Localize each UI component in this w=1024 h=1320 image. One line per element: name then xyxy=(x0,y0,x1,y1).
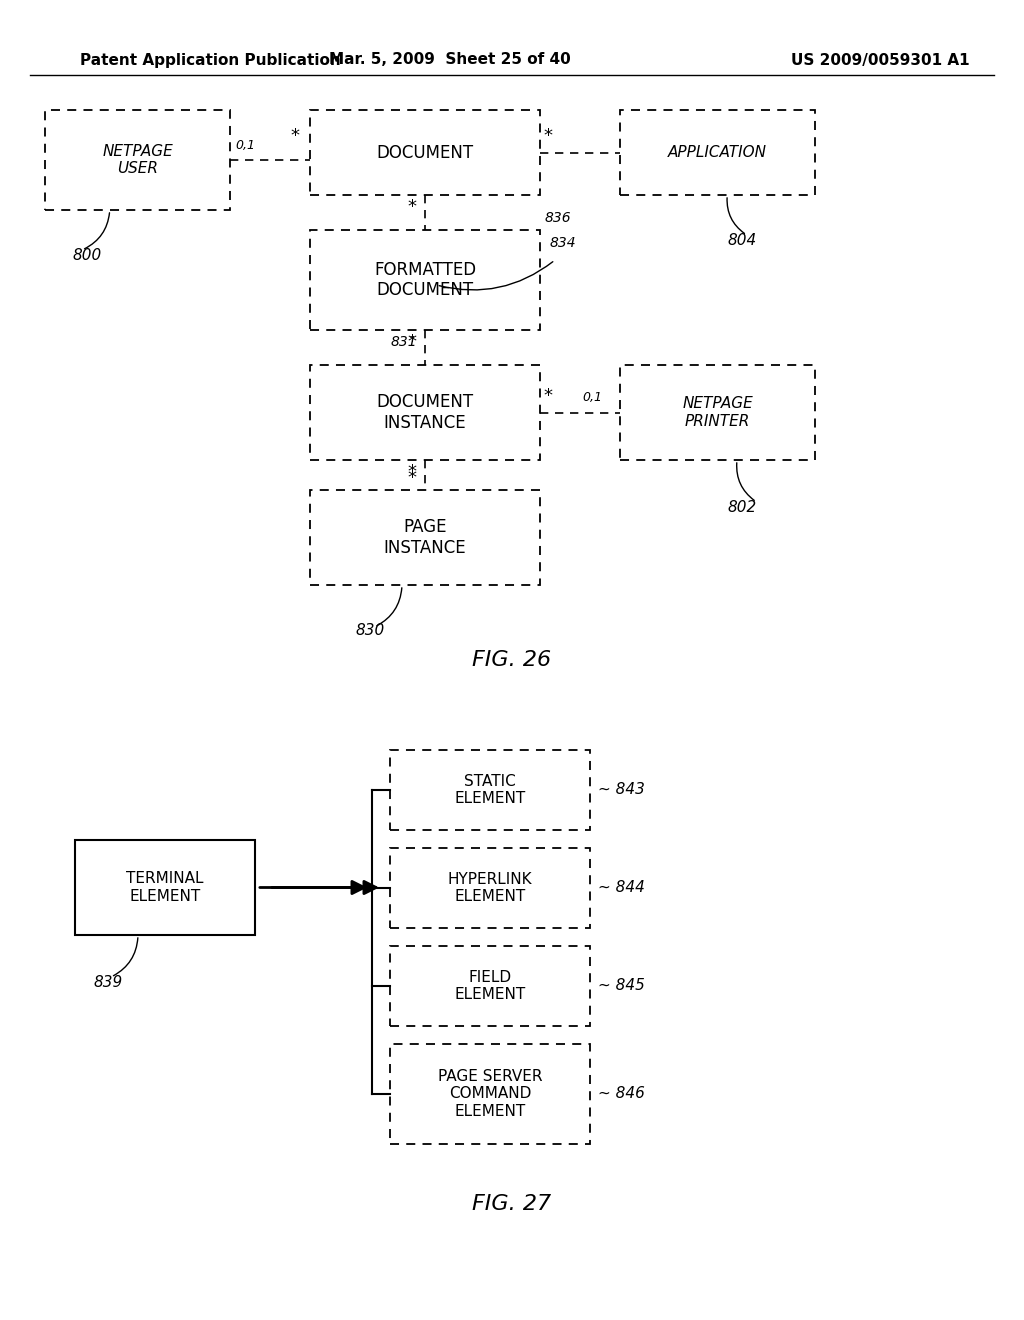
Text: 804: 804 xyxy=(727,234,757,248)
Text: ~ 843: ~ 843 xyxy=(598,783,645,797)
Bar xyxy=(75,840,255,935)
Text: *: * xyxy=(407,469,416,487)
Bar xyxy=(390,1044,590,1144)
Text: Patent Application Publication: Patent Application Publication xyxy=(80,53,341,67)
Text: *: * xyxy=(290,127,299,144)
Bar xyxy=(310,490,540,585)
Bar xyxy=(390,847,590,928)
Text: NETPAGE
PRINTER: NETPAGE PRINTER xyxy=(682,396,753,429)
Bar xyxy=(390,750,590,830)
Bar xyxy=(620,110,815,195)
Bar xyxy=(620,366,815,459)
Text: DOCUMENT
INSTANCE: DOCUMENT INSTANCE xyxy=(377,393,473,432)
Text: FIELD
ELEMENT: FIELD ELEMENT xyxy=(455,970,525,1002)
Bar xyxy=(310,230,540,330)
Text: 800: 800 xyxy=(73,248,102,263)
Text: 836: 836 xyxy=(545,211,571,224)
Text: HYPERLINK
ELEMENT: HYPERLINK ELEMENT xyxy=(447,871,532,904)
Text: ~ 844: ~ 844 xyxy=(598,880,645,895)
Text: FORMATTED
DOCUMENT: FORMATTED DOCUMENT xyxy=(374,260,476,300)
Text: US 2009/0059301 A1: US 2009/0059301 A1 xyxy=(792,53,970,67)
Text: ~ 846: ~ 846 xyxy=(598,1086,645,1101)
Text: APPLICATION: APPLICATION xyxy=(668,145,767,160)
Bar xyxy=(45,110,230,210)
Text: PAGE
INSTANCE: PAGE INSTANCE xyxy=(384,519,466,557)
Text: *: * xyxy=(543,127,552,144)
Text: 830: 830 xyxy=(356,623,385,638)
Text: *: * xyxy=(407,463,416,480)
Text: 802: 802 xyxy=(727,500,757,515)
Text: *: * xyxy=(407,198,416,216)
Text: FIG. 26: FIG. 26 xyxy=(472,649,552,671)
Bar xyxy=(310,366,540,459)
Text: *: * xyxy=(407,333,416,351)
Text: 0,1: 0,1 xyxy=(582,392,602,404)
Text: Mar. 5, 2009  Sheet 25 of 40: Mar. 5, 2009 Sheet 25 of 40 xyxy=(329,53,570,67)
Text: TERMINAL
ELEMENT: TERMINAL ELEMENT xyxy=(126,871,204,904)
Bar xyxy=(390,946,590,1026)
Text: STATIC
ELEMENT: STATIC ELEMENT xyxy=(455,774,525,807)
Text: PAGE SERVER
COMMAND
ELEMENT: PAGE SERVER COMMAND ELEMENT xyxy=(437,1069,543,1119)
Text: 834: 834 xyxy=(550,236,577,249)
Text: NETPAGE
USER: NETPAGE USER xyxy=(102,144,173,176)
Bar xyxy=(310,110,540,195)
Text: 831: 831 xyxy=(390,335,417,348)
Text: DOCUMENT: DOCUMENT xyxy=(377,144,473,161)
Text: *: * xyxy=(543,387,552,404)
Text: FIG. 27: FIG. 27 xyxy=(472,1195,552,1214)
Text: 839: 839 xyxy=(93,975,122,990)
Text: 0,1: 0,1 xyxy=(234,139,255,152)
Text: ~ 845: ~ 845 xyxy=(598,978,645,994)
